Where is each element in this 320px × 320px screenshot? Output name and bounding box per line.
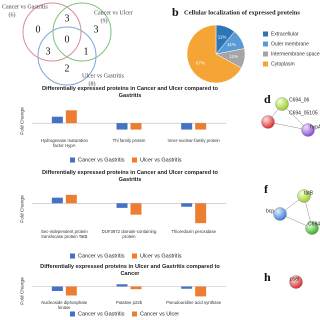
x-tick-label: Pseudouridine acid synthase [166,300,222,305]
bar [51,197,63,204]
network-node [275,97,289,111]
panel-label: b [172,5,179,19]
legend-label: Cytoplasm [271,61,295,67]
panel-label: d [264,92,271,106]
network-node-label: bcp [266,208,274,214]
venn-circle [37,26,97,86]
venn-region-count: 1 [84,46,89,57]
legend-swatch [70,311,75,317]
legend-swatch [263,61,268,67]
bar [195,123,207,130]
x-tick-label: Putative p22b [115,300,143,305]
pie-value-label: 67% [196,60,205,65]
bar [116,123,128,130]
bar [181,123,193,130]
bar [65,286,77,296]
legend-label: Cancer vs Gastritis [78,311,125,317]
bar [116,284,128,287]
legend-swatch [263,31,268,37]
network-node [305,221,319,235]
venn-set-count: (6) [9,11,16,18]
venn-circle [22,2,82,62]
bar [116,203,128,208]
legend-label: Cancer vs Gastritis [78,253,125,259]
legend-label: Intermembrane space [271,51,320,57]
venn-region-count: 3 [46,46,51,57]
venn-region-count: 3 [94,24,99,35]
legend-label: Ulcer vs Gastritis [140,157,182,163]
network-node [273,207,287,221]
network-node-label: hypA [310,124,320,130]
legend-swatch [70,157,75,163]
network-node-label: C694_05105 [289,110,318,116]
venn-region-count: 3 [65,13,70,24]
venn-region-count: 0 [65,34,70,45]
x-tick-label: Thioredoxin peroxidase [171,229,216,234]
x-tick-label: Nucleoside diphosphate kinase [41,300,88,310]
x-tick-label: Sec-independent protein translocase prot… [40,229,88,239]
venn-set-name: Cancer vs Ulcer [94,10,133,16]
legend-label: Extracellular [271,31,299,37]
bar [65,194,77,204]
network-node [289,275,303,289]
chart-title: Cellular localization of expressed prote… [184,9,300,16]
bar [51,286,63,291]
y-axis-label: Fold Change [19,195,25,223]
bar [181,286,193,289]
chart-title: Differentially expressed proteins in Can… [42,86,218,99]
venn-region-count: 0 [36,24,41,35]
y-axis-label: Fold Change [19,107,25,135]
bar [130,203,142,215]
venn-set-name: Cancer vs Gastritis [2,4,48,10]
network-node-label: psel [290,276,299,282]
bar [130,123,142,130]
bar [65,110,77,124]
bar [195,286,207,297]
bar [195,203,207,224]
bar [130,286,142,290]
pie-value-label: 11% [229,54,238,59]
network-edge [267,121,309,131]
legend-label: Cancer vs Ulcer [140,311,179,317]
legend-swatch [263,51,268,57]
panel-label: f [264,182,269,196]
legend-swatch [263,41,268,47]
x-tick-label: Hydrogenase maturation factor HypA [40,138,88,148]
network-node [297,189,311,203]
pie-slice [186,24,242,84]
bar [51,116,63,124]
panel-label: h [264,270,271,284]
x-tick-label: Thi family protein [112,138,146,143]
legend-label: Outer membrane [271,41,309,47]
x-tick-label: DUF3972 domain-containing protein [101,229,157,239]
legend-swatch [70,253,75,259]
chart-title: Differentially expressed proteins in Ulc… [40,264,220,277]
venn-set-name: Ulcer vs Gastritis [82,73,125,79]
venn-region-count: 2 [65,63,70,74]
legend-swatch [132,311,137,317]
pie-value-label: 11% [227,42,236,47]
network-node-label: C694 [308,221,320,227]
network-node-label: C694_06 [289,97,310,103]
venn-set-count: (9) [101,17,108,24]
legend-label: Ulcer vs Gastritis [140,253,182,259]
network-node-label: tatB [304,190,314,196]
y-axis-label: Fold Change [19,277,25,305]
bar [181,203,193,207]
network-node [261,115,275,129]
x-tick-label: Inner-nuclear-family protein [167,138,220,143]
legend-swatch [132,157,137,163]
venn-circle [52,2,112,62]
legend-label: Cancer vs Gastritis [78,157,125,163]
chart-title: Differentially expressed proteins in Can… [42,170,218,183]
venn-set-count: (8) [89,80,96,87]
pie-value-label: 11% [218,34,227,39]
legend-swatch [132,253,137,259]
network-node [301,123,315,137]
